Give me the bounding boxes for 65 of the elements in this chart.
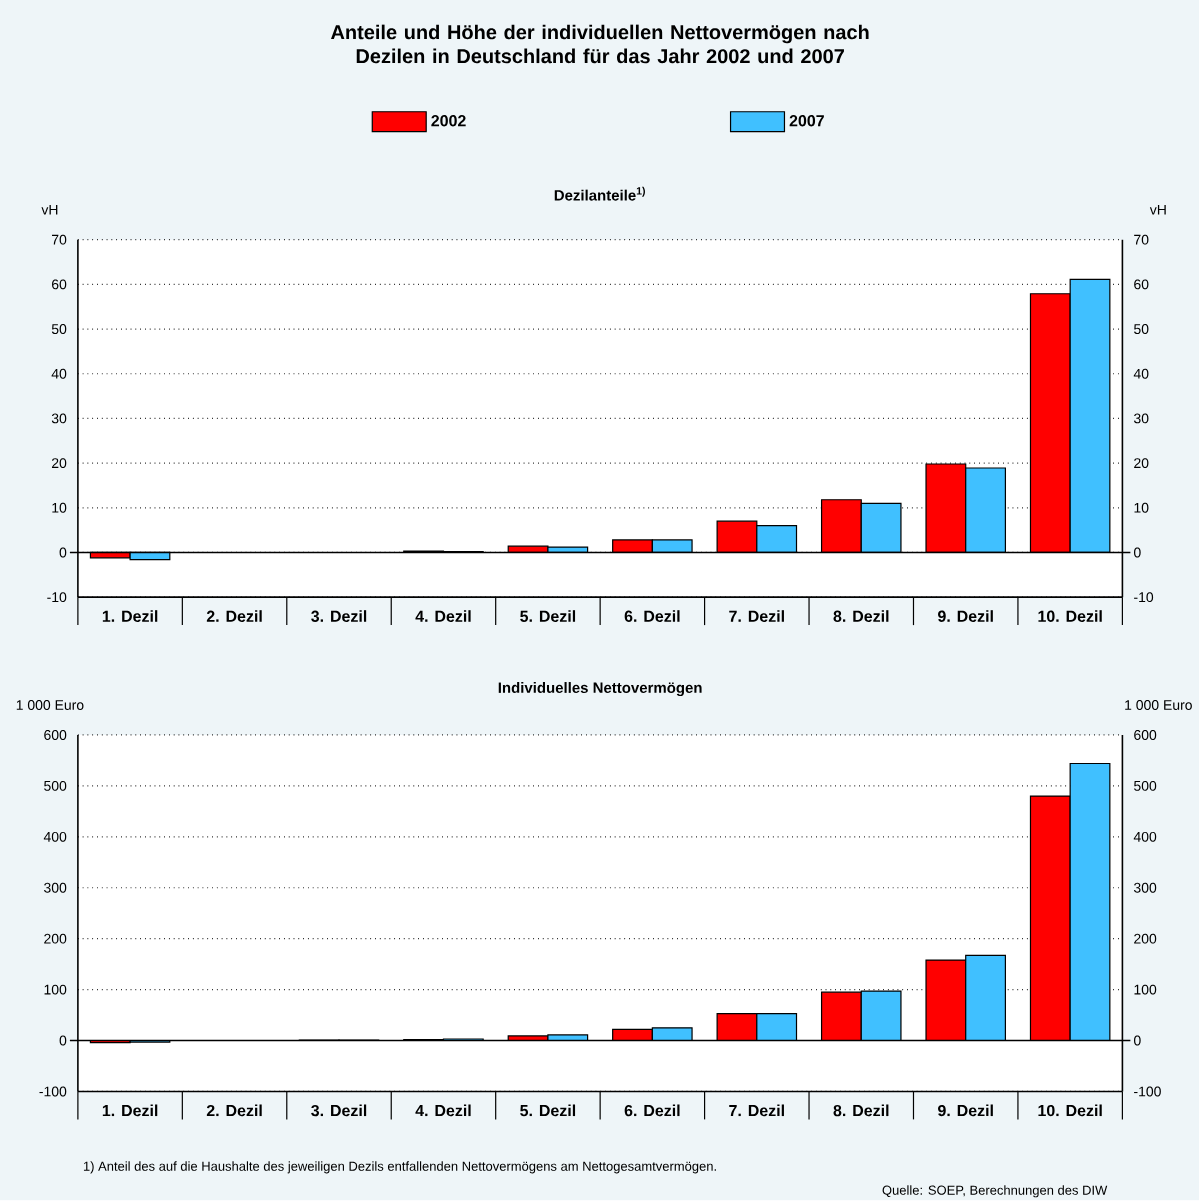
y2-tick-label: 0 [1133,1035,1141,1046]
y2-axis-title: 1 000 Euro [1125,700,1192,710]
y2-tick-label: 600 [1134,730,1157,740]
x-tick-label: 4. Dezil [415,1104,471,1117]
x-tick-label: 8. Dezil [833,1104,889,1117]
y-tick-label: 300 [43,882,67,893]
y2-tick-label: 70 [1134,234,1149,245]
y2-axis-title: vH [1149,204,1166,215]
chart-subtitle: Dezilanteile$^{1)}$ [554,186,645,201]
x-tick-label: 6. Dezil [624,1104,680,1117]
y-axis-title: vH [41,204,58,215]
chart-subtitle: Individuelles Nettovermögen [498,682,702,697]
y-tick-label: 50 [51,324,67,334]
y2-tick-label: 300 [1133,882,1157,893]
x-tick-label: 9. Dezil [937,610,993,622]
y-tick-label: -100 [39,1086,67,1097]
y2-tick-label: 30 [1133,413,1149,424]
y2-tick-label: 500 [1133,780,1157,791]
y-tick-label: 60 [51,279,67,290]
source-note: Quelle: SOEP, Berechnungen des DIW [882,1185,1108,1198]
y-tick-label: 600 [44,730,67,740]
x-tick-label: 8. Dezil [833,610,889,622]
x-tick-label: 5. Dezil [520,1104,575,1117]
y-tick-label: 70 [51,234,67,245]
x-tick-label: 7. Dezil [729,610,784,622]
y2-tick-label: 200 [1134,933,1157,944]
y-tick-label: 400 [43,831,67,842]
x-tick-label: 7. Dezil [729,1104,784,1117]
y2-tick-label: 10 [1134,502,1149,513]
y-axis-title: 1 000 Euro [16,700,84,710]
x-tick-label: 2. Dezil [206,1104,262,1117]
x-tick-label: 1. Dezil [102,1104,158,1117]
y-tick-label: 20 [51,458,67,469]
legend-label: 2002 [431,115,466,127]
x-tick-label: 2. Dezil [206,610,262,622]
x-tick-label: 1. Dezil [102,610,158,622]
y2-tick-label: 60 [1134,279,1149,290]
y2-tick-label: 0 [1133,547,1141,558]
y2-tick-label: 50 [1133,324,1149,334]
y-tick-label: 100 [44,984,67,995]
x-tick-label: 4. Dezil [415,610,471,622]
y2-tick-label: -10 [1133,592,1153,603]
x-tick-label: 3. Dezil [310,1104,367,1117]
y2-tick-label: 40 [1133,368,1149,379]
x-tick-label: 5. Dezil [520,610,575,622]
y-tick-label: 10 [52,502,67,513]
text: 1) Anteil des auf die Haushalte des jeweiligen Dezils entfallenden Nettovermögens am Nettogesamtvermögen. [83,1161,716,1174]
y-tick-label: 0 [59,547,67,558]
legend-label: 2007 [789,115,824,127]
x-tick-label: 6. Dezil [624,610,680,622]
y-tick-label: 500 [43,780,67,791]
y-tick-label: 0 [59,1035,67,1046]
y-tick-label: -10 [47,592,67,603]
x-tick-label: 10. Dezil [1038,1104,1102,1117]
y2-tick-label: 400 [1133,831,1157,842]
y-tick-label: 200 [44,933,67,944]
y2-tick-label: -100 [1133,1086,1161,1097]
y2-tick-label: 100 [1134,984,1157,995]
y-tick-label: 30 [51,413,67,424]
chart-title: Anteile und Höhe der individuellen Nettovermögen nach Dezilen in Deutschland für das Jahr 2002 und 2007 [330,24,869,64]
y2-tick-label: 20 [1134,458,1149,469]
x-tick-label: 3. Dezil [310,610,367,622]
x-tick-label: 9. Dezil [937,1104,993,1117]
x-tick-label: 10. Dezil [1038,610,1102,622]
y-tick-label: 40 [51,368,67,379]
